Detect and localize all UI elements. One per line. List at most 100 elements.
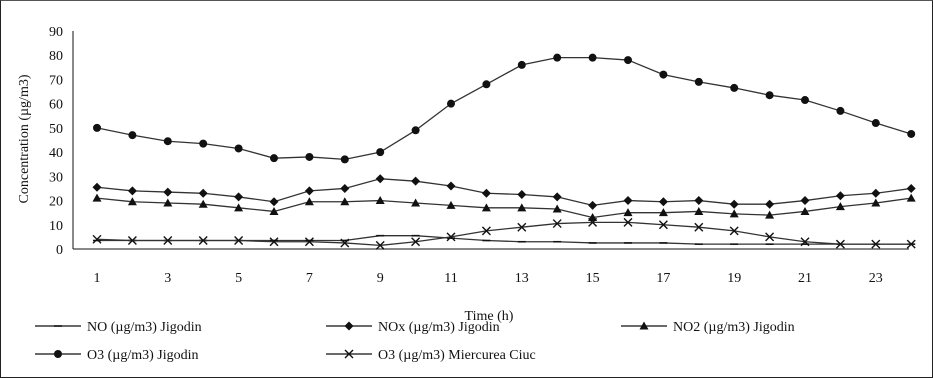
data-point: [234, 144, 243, 153]
data-point: [234, 203, 244, 212]
data-point: [340, 183, 350, 193]
data-point: [552, 219, 562, 229]
data-point: [446, 181, 456, 191]
y-tick-label: 60: [49, 98, 63, 113]
data-point: [340, 155, 349, 164]
data-point: [127, 236, 137, 246]
data-point: [481, 188, 491, 198]
data-point: [906, 193, 916, 202]
data-point: [765, 210, 775, 219]
legend-marker: [54, 350, 62, 358]
x-tick-label: 21: [798, 271, 812, 286]
legend-label: O3 (µg/m3) Jigodin: [87, 348, 199, 363]
series-line: [96, 178, 912, 207]
x-tick-label: 23: [869, 271, 883, 286]
x-tick-label: 9: [377, 271, 384, 286]
data-point: [304, 186, 314, 196]
data-point: [658, 220, 668, 230]
data-point: [446, 232, 456, 242]
legend: NO (µg/m3) Jigodin NOx (µg/m3) Jigodin NO2…: [35, 320, 795, 363]
y-tick-label: 70: [49, 73, 63, 88]
x-tick-label: 3: [164, 271, 171, 286]
legend-item: O3 (µg/m3) Jigodin: [35, 348, 199, 363]
legend-marker: [344, 349, 354, 359]
y-tick-label: 30: [49, 170, 63, 185]
data-point: [730, 83, 739, 92]
data-point: [340, 197, 350, 206]
data-point: [552, 204, 562, 213]
data-point: [623, 208, 633, 217]
data-point: [588, 53, 597, 62]
data-point: [198, 188, 208, 198]
data-point: [906, 239, 916, 249]
data-point: [800, 196, 810, 206]
x-tick-label: 5: [235, 271, 242, 286]
y-tick-label: 80: [49, 49, 63, 64]
data-point: [694, 206, 704, 215]
series-5: [92, 217, 916, 250]
series-line: [96, 56, 912, 161]
data-point: [375, 240, 385, 250]
data-point: [588, 200, 598, 210]
data-point: [729, 226, 739, 236]
data-point: [269, 237, 279, 247]
data-point: [163, 236, 173, 246]
data-point: [269, 197, 279, 207]
data-point: [552, 192, 562, 202]
x-tick-label: 19: [727, 271, 741, 286]
data-point: [411, 176, 421, 186]
legend-marker: [639, 321, 649, 330]
data-point: [234, 236, 244, 246]
y-tick-label: 10: [49, 219, 63, 234]
data-point: [163, 187, 173, 197]
data-point: [694, 77, 703, 86]
data-point: [517, 190, 527, 199]
data-point: [694, 222, 704, 232]
data-point: [127, 197, 137, 206]
data-point: [446, 200, 456, 209]
data-point: [659, 70, 668, 79]
data-point: [624, 56, 632, 65]
y-tick-labels: 0 10 20 30 40 50 60 70 80 90: [49, 25, 63, 258]
data-point: [163, 137, 172, 146]
data-point: [623, 217, 633, 227]
data-point: [871, 239, 881, 249]
series-2: [92, 174, 916, 210]
data-point: [800, 237, 810, 247]
legend-item: NO2 (µg/m3) Jigodin: [621, 320, 795, 335]
data-point: [800, 206, 810, 215]
axes: [72, 31, 909, 250]
series-4: [93, 53, 916, 164]
data-point: [835, 239, 845, 249]
x-tick-label: 17: [656, 271, 670, 286]
data-point: [765, 91, 774, 100]
data-point: [658, 197, 668, 207]
data-point: [411, 126, 420, 135]
data-point: [835, 202, 845, 211]
data-point: [765, 232, 775, 242]
x-tick-label: 7: [306, 271, 313, 286]
data-point: [835, 191, 845, 201]
data-point: [269, 206, 279, 215]
legend-item: O3 (µg/m3) Miercurea Ciuc: [326, 348, 536, 363]
data-point: [481, 203, 491, 212]
series-3: [92, 193, 916, 222]
series-line: [96, 197, 912, 219]
data-point: [765, 199, 775, 209]
x-tick-label: 11: [444, 271, 457, 286]
y-tick-label: 0: [56, 243, 63, 258]
x-tick-label: 1: [94, 271, 101, 286]
data-point: [93, 123, 101, 132]
data-point: [199, 139, 208, 148]
data-point: [658, 208, 668, 217]
data-point: [128, 131, 137, 140]
data-point: [304, 237, 314, 247]
data-point: [411, 198, 421, 207]
x-tick-labels: 1 3 5 7 9 11 13 15 17 19 21 23: [94, 271, 883, 286]
data-point: [836, 106, 845, 115]
data-point: [729, 209, 739, 218]
legend-item: NOx (µg/m3) Jigodin: [326, 320, 500, 335]
legend-label: NO2 (µg/m3) Jigodin: [673, 320, 795, 335]
data-point: [801, 96, 809, 105]
